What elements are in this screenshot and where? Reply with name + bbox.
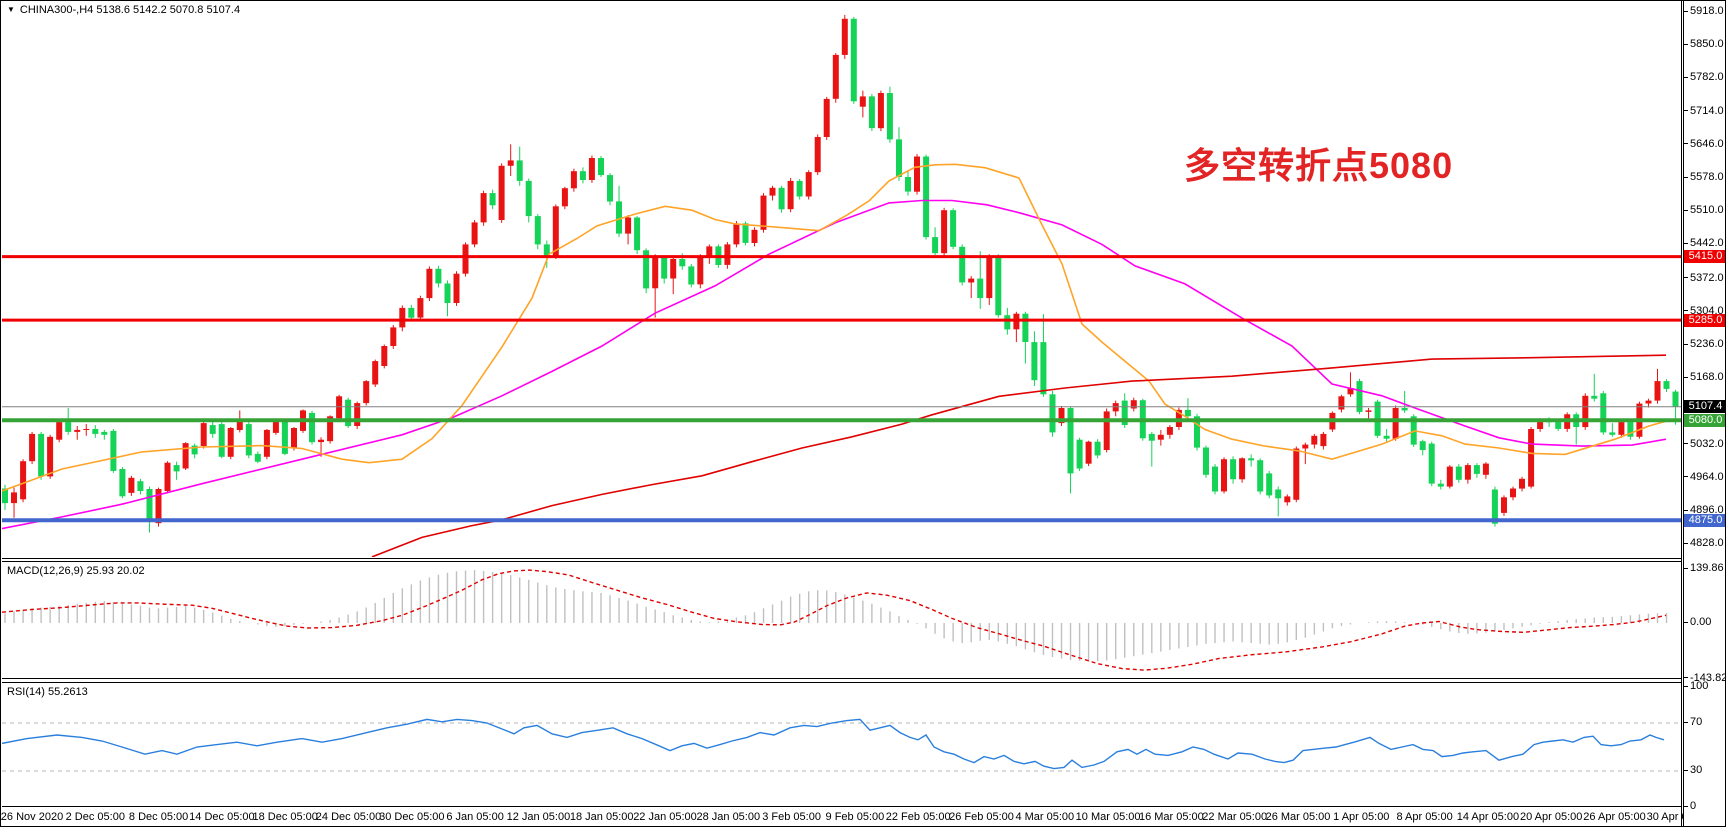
price-badge: 5080.0	[1684, 413, 1725, 427]
price-label: 5032.0	[1690, 437, 1724, 450]
time-label: 3 Feb 05:00	[762, 811, 821, 823]
price-tick	[1684, 343, 1688, 345]
macd-tick	[1684, 677, 1688, 679]
price-tick	[1684, 242, 1688, 244]
time-label: 22 Mar 05:00	[1202, 811, 1268, 823]
price-tick	[1684, 542, 1688, 544]
time-axis[interactable]: 26 Nov 2020 2 Dec 05:00 8 Dec 05:00 14 Dec …	[0, 808, 1709, 826]
time-label: 18 Dec 05:00	[252, 811, 318, 823]
price-tick	[1684, 476, 1688, 478]
time-label: 28 Jan 05:00	[696, 811, 761, 823]
price-badge: 5285.0	[1684, 313, 1725, 327]
price-label: 5372.0	[1690, 271, 1724, 284]
rsi-tick	[1684, 721, 1688, 723]
time-label: 22 Jan 05:00	[633, 811, 697, 823]
symbol-ohlc-title: CHINA300-,H4 5138.6 5142.2 5070.8 5107.4	[19, 3, 241, 16]
price-tick	[1684, 110, 1688, 112]
time-label: 24 Dec 05:00	[315, 811, 382, 823]
time-label: 1 Apr 05:00	[1333, 811, 1390, 823]
price-tick	[1684, 376, 1688, 378]
price-tick	[1684, 76, 1688, 78]
price-badge: 4875.0	[1684, 513, 1725, 527]
price-tick	[1684, 176, 1688, 178]
rsi-axis-label: 70	[1690, 716, 1703, 728]
macd-axis-label: -143.82	[1690, 671, 1726, 684]
price-tick	[1684, 143, 1688, 145]
macd-label: MACD(12,26,9) 25.93 20.02	[7, 565, 145, 577]
time-label: 26 Feb 05:00	[949, 811, 1014, 823]
time-label: 4 Mar 05:00	[1015, 811, 1075, 823]
axis-separator	[1681, 1, 1682, 826]
price-tick	[1684, 443, 1688, 445]
macd-axis-label: 139.86	[1690, 562, 1724, 574]
price-tick	[1684, 509, 1688, 511]
price-axis[interactable]: 5918.0 5850.0 5782.0 5714.0 5646.0 5578.0 5510…	[1683, 1, 1726, 826]
rsi-label: RSI(14) 55.2613	[7, 686, 88, 698]
main-chart-panel[interactable]	[2, 1, 1681, 559]
rsi-tick	[1684, 685, 1688, 687]
price-badge: 5107.4	[1684, 400, 1725, 414]
chart-annotation-text: 多空转折点5080	[1184, 145, 1454, 186]
rsi-axis-label: 100	[1690, 680, 1709, 692]
time-label: 14 Apr 05:00	[1456, 811, 1520, 823]
time-label: 14 Dec 05:00	[189, 811, 255, 823]
macd-panel[interactable]: MACD(12,26,9) 25.93 20.02	[2, 561, 1681, 679]
price-label: 5442.0	[1690, 237, 1724, 250]
time-label: 26 Nov 2020	[0, 811, 64, 823]
price-label: 5918.0	[1690, 5, 1724, 17]
time-label: 10 Mar 05:00	[1075, 811, 1141, 823]
time-label: 8 Dec 05:00	[128, 811, 189, 823]
time-label: 20 Apr 05:00	[1519, 811, 1583, 823]
price-label: 5782.0	[1690, 71, 1724, 84]
macd-tick	[1684, 621, 1688, 623]
time-label: 9 Feb 05:00	[825, 811, 885, 823]
rsi-axis-label: 30	[1690, 764, 1703, 776]
price-label: 4896.0	[1690, 504, 1724, 517]
price-label: 5646.0	[1690, 137, 1724, 150]
price-tick	[1684, 277, 1688, 279]
price-tick	[1684, 209, 1688, 211]
price-tick	[1684, 43, 1688, 45]
price-label: 5850.0	[1690, 38, 1724, 51]
price-label: 4828.0	[1690, 537, 1724, 550]
time-label: 22 Feb 05:00	[885, 811, 951, 823]
rsi-chart[interactable]	[2, 683, 1681, 806]
price-tick	[1684, 310, 1688, 312]
time-label: 30 Dec 05:00	[379, 811, 445, 823]
price-tick	[1684, 10, 1688, 12]
time-label: 26 Apr 05:00	[1583, 811, 1646, 823]
price-label: 5510.0	[1690, 204, 1724, 217]
time-label: 8 Apr 05:00	[1396, 811, 1453, 823]
symbol-title-bar[interactable]: ▼ CHINA300-,H4 5138.6 5142.2 5070.8 5107…	[7, 3, 240, 16]
time-label: 6 Jan 05:00	[446, 811, 504, 823]
price-badge: 5415.0	[1684, 250, 1725, 264]
price-label: 5714.0	[1690, 104, 1724, 117]
time-label: 26 Mar 05:00	[1265, 811, 1331, 823]
candlestick-chart[interactable]	[2, 1, 1681, 557]
rsi-panel[interactable]: RSI(14) 55.2613	[2, 682, 1681, 807]
time-label: 18 Jan 05:00	[569, 811, 634, 823]
price-label: 5578.0	[1690, 171, 1724, 184]
price-label: 5168.0	[1690, 371, 1724, 384]
price-label: 4964.0	[1690, 470, 1724, 483]
time-label: 16 Mar 05:00	[1138, 811, 1204, 823]
macd-chart[interactable]	[2, 562, 1681, 678]
time-label: 12 Jan 05:00	[506, 811, 571, 823]
macd-tick	[1684, 567, 1688, 569]
rsi-tick	[1684, 805, 1688, 807]
macd-axis-label: 0.00	[1690, 616, 1712, 628]
price-label: 5236.0	[1690, 338, 1724, 350]
time-label: 2 Dec 05:00	[65, 811, 125, 823]
rsi-tick	[1684, 769, 1688, 771]
rsi-axis-label: 0	[1690, 800, 1697, 812]
dropdown-triangle-icon[interactable]: ▼	[7, 4, 15, 14]
